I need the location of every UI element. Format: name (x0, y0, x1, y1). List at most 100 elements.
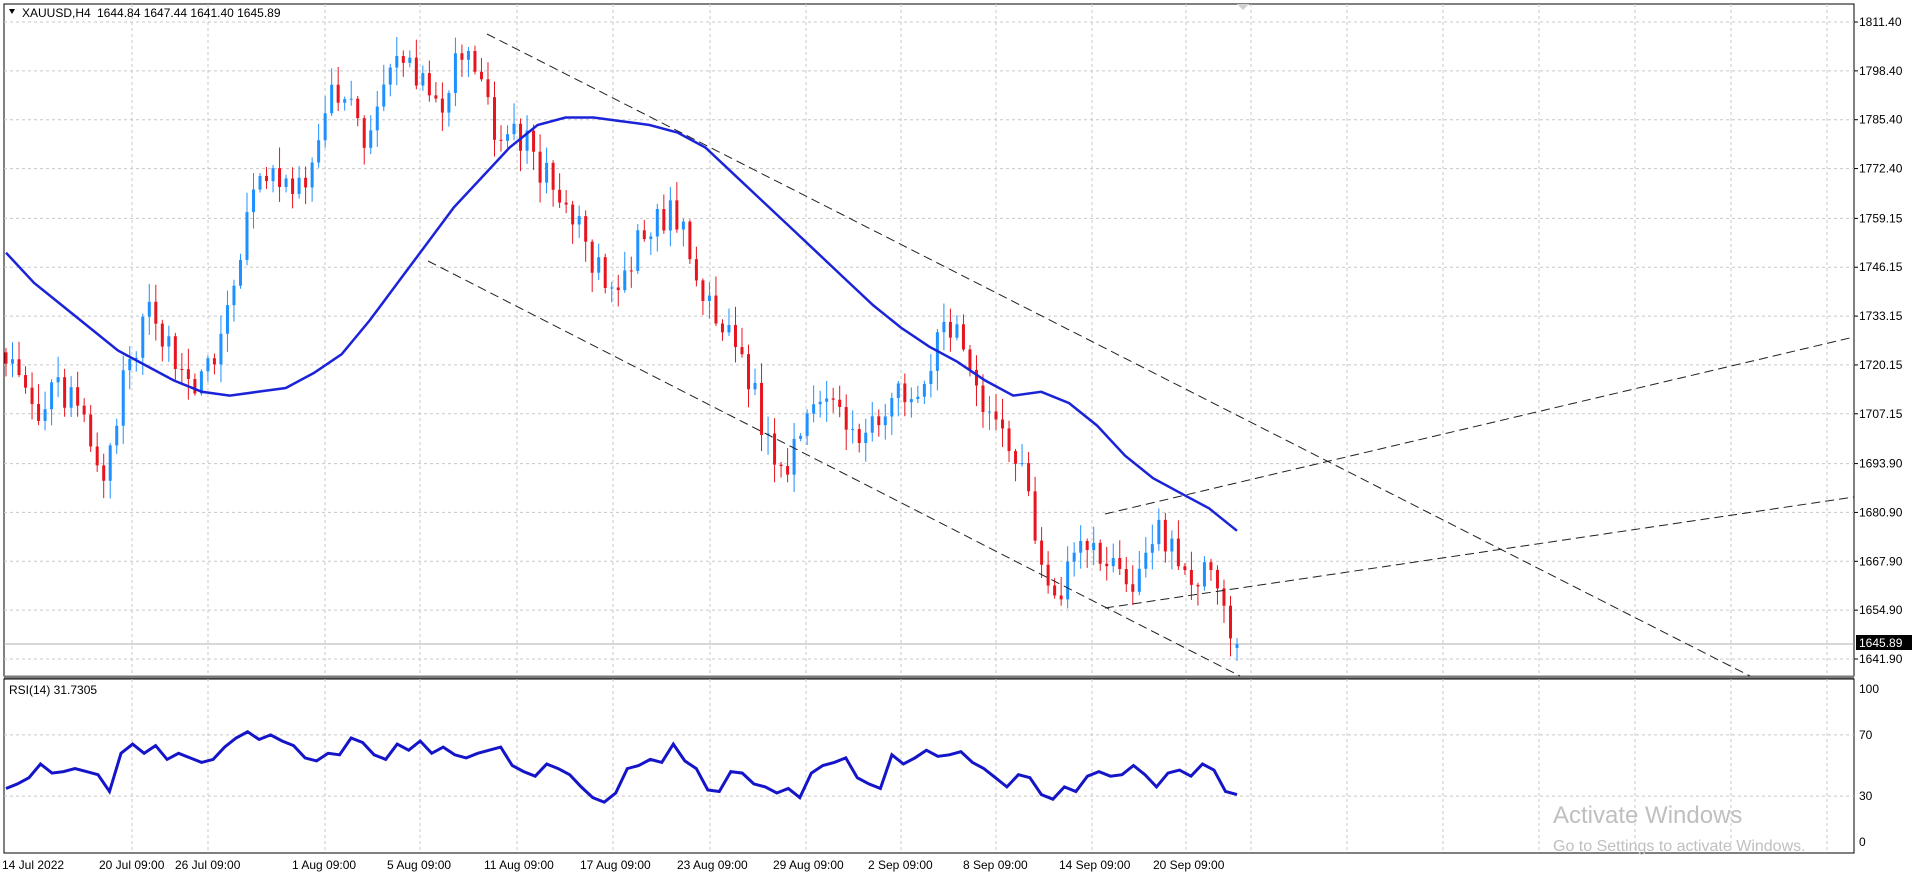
candle-body (773, 433, 777, 465)
watermark-subtitle: Go to Settings to activate Windows. (1553, 838, 1806, 855)
candle-body (688, 221, 692, 260)
rsi-layer (5, 730, 1238, 804)
candle-body (1014, 451, 1018, 464)
candle-body (1118, 558, 1122, 570)
candle-body (545, 162, 549, 183)
time-tick-label: 20 Jul 09:00 (99, 858, 165, 872)
price-tick-label: 1654.90 (1859, 603, 1903, 617)
candle-body (56, 377, 60, 383)
candle-body (1235, 644, 1239, 648)
candle-body (720, 323, 724, 333)
candle-body (747, 354, 751, 390)
candle-body (896, 383, 900, 399)
candle-body (434, 95, 438, 99)
trendline[interactable] (1104, 336, 1855, 515)
candle-body (675, 200, 679, 230)
time-axis: 14 Jul 2022 20 Jul 09:00 26 Jul 09:00 1 Aug… (2, 858, 1225, 872)
candle-body (584, 216, 588, 242)
candle-body (818, 401, 822, 405)
candle-body (336, 84, 340, 103)
candle-body (994, 411, 998, 420)
candle-body (453, 53, 457, 93)
current-price-value: 1645.89 (1859, 636, 1903, 650)
candle-body (76, 387, 80, 406)
candle-body (558, 189, 562, 203)
candle-body (1170, 538, 1174, 552)
candle-body (17, 359, 21, 376)
candle-body (63, 377, 67, 408)
candle-body (877, 416, 881, 426)
rsi-indicator-label: RSI(14) 31.7305 (9, 683, 97, 697)
candle-body (903, 383, 907, 403)
candle-body (388, 67, 392, 85)
watermark-title: Activate Windows (1553, 802, 1742, 829)
candle-body (981, 385, 985, 413)
candle-body (173, 336, 177, 369)
candle-body (43, 409, 47, 421)
candle-body (1092, 542, 1096, 551)
candle-body (590, 241, 594, 273)
candle-body (1202, 562, 1206, 587)
current-price-tag (1856, 635, 1912, 650)
price-tick-label: 1746.15 (1859, 260, 1903, 274)
candle-body (851, 429, 855, 431)
candle-body (369, 130, 373, 148)
moving-average-layer (5, 116, 1238, 532)
candle-body (95, 446, 99, 466)
candle-body (134, 357, 138, 360)
symbol-dropdown-icon[interactable] (9, 9, 15, 14)
ohlc-readout: 1644.84 1647.44 1641.40 1645.89 (97, 6, 281, 20)
candle-body (1001, 419, 1005, 429)
rsi-line (5, 730, 1238, 804)
candle-body (310, 162, 314, 188)
candle-body (681, 221, 685, 230)
candle-body (961, 324, 965, 350)
candle-body (473, 50, 477, 72)
candle-body (844, 406, 848, 430)
candle-body (1066, 561, 1070, 600)
time-tick-label: 2 Sep 09:00 (868, 858, 933, 872)
candle-body (786, 466, 790, 475)
candle-body (206, 358, 210, 372)
candle-body (760, 382, 764, 435)
candle-body (805, 413, 809, 436)
candle-body (512, 123, 516, 135)
candle-body (11, 359, 15, 364)
candle-body (532, 130, 536, 152)
candle-body (323, 113, 327, 141)
candle-body (180, 368, 184, 370)
candle-body (1222, 588, 1226, 606)
candle-body (864, 432, 868, 444)
time-tick-label: 20 Sep 09:00 (1153, 858, 1225, 872)
candle-body (356, 98, 360, 119)
moving-average-line (5, 116, 1238, 532)
candle-body (414, 57, 418, 86)
candle-body (603, 257, 607, 288)
candle-body (1209, 562, 1213, 570)
candle-body (1098, 542, 1102, 564)
time-tick-label: 23 Aug 09:00 (677, 858, 748, 872)
candle-body (799, 435, 803, 439)
candle-body (167, 336, 171, 347)
candle-body (597, 257, 601, 273)
candle-body (82, 405, 86, 415)
candle-body (499, 139, 503, 141)
trendline[interactable] (427, 260, 1241, 677)
candle-body (1176, 538, 1180, 567)
candle-body (317, 140, 321, 163)
candlesticks (4, 36, 1239, 661)
trendline[interactable] (1104, 496, 1855, 609)
candle-body (50, 382, 54, 410)
main-plot-frame[interactable] (3, 3, 1855, 677)
candle-body (825, 398, 829, 402)
candle-body (662, 209, 666, 231)
candle-body (1007, 428, 1011, 452)
trendline[interactable] (486, 33, 1751, 677)
candle-body (271, 168, 275, 182)
candle-body (304, 177, 308, 188)
candle-body (610, 287, 614, 289)
candle-body (1163, 519, 1167, 552)
rsi-plot-frame[interactable] (3, 678, 1855, 854)
scroll-marker-icon[interactable] (1237, 4, 1249, 10)
